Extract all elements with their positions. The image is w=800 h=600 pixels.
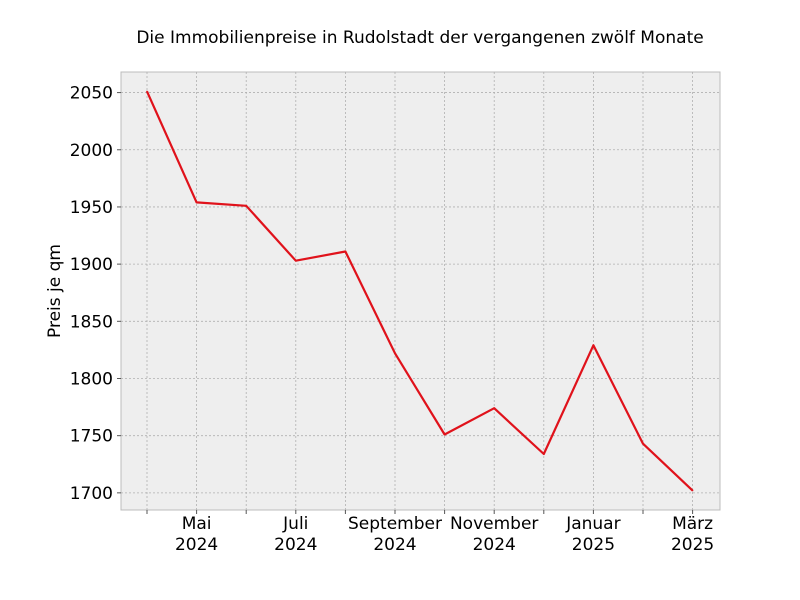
- x-tick-label-year: 2025: [572, 535, 615, 555]
- x-tick-label-month: September: [348, 514, 442, 534]
- x-tick-label-month: Juli: [282, 514, 308, 534]
- data-point: [295, 259, 297, 262]
- y-tick-label: 1900: [70, 255, 113, 275]
- data-point: [344, 250, 347, 253]
- y-axis: 1700 1750 1800 1850 1900 1950 2000 2050: [70, 84, 121, 504]
- series-line: [145, 90, 694, 492]
- x-tick-label-month: Mai: [182, 514, 212, 534]
- y-tick-label: 1850: [70, 312, 113, 332]
- plot-area: [120, 71, 721, 511]
- data-point: [195, 201, 198, 204]
- y-tick-label: 1950: [70, 198, 113, 218]
- y-tick-label: 2050: [70, 84, 113, 104]
- x-tick-label-month: März: [672, 514, 713, 534]
- data-point: [443, 433, 446, 436]
- series-group: [145, 90, 694, 492]
- grid-lines: [121, 72, 720, 510]
- data-point: [146, 90, 148, 93]
- data-point: [493, 407, 496, 410]
- data-point: [642, 442, 644, 445]
- x-tick-label-year: 2025: [671, 535, 714, 555]
- data-point: [543, 453, 545, 455]
- data-point: [394, 352, 396, 355]
- y-axis-label: Preis je qm: [45, 244, 65, 338]
- y-tick-label: 2000: [70, 141, 113, 161]
- data-point: [245, 205, 247, 207]
- data-point: [691, 489, 694, 492]
- x-tick-label-year: 2024: [473, 535, 516, 555]
- x-axis: Mai2024Juli2024September2024November2024…: [146, 510, 714, 555]
- x-tick-label-month: Januar: [565, 514, 620, 534]
- x-tick-label-month: November: [450, 514, 538, 534]
- data-point: [592, 344, 595, 347]
- y-tick-label: 1800: [70, 369, 113, 389]
- x-tick-label-year: 2024: [274, 535, 317, 555]
- y-tick-label: 1750: [70, 427, 113, 447]
- chart-title: Die Immobilienpreise in Rudolstadt der v…: [136, 28, 703, 48]
- x-tick-label-year: 2024: [373, 535, 416, 555]
- y-tick-label: 1700: [70, 484, 113, 504]
- x-tick-label-year: 2024: [175, 535, 218, 555]
